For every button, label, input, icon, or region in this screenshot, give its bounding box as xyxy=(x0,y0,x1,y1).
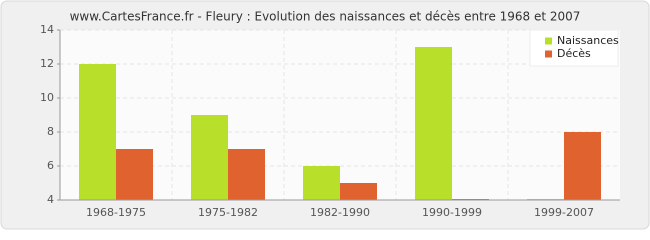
chart-title: www.CartesFrance.fr - Fleury : Evolution… xyxy=(70,10,581,24)
y-tick-label: 10 xyxy=(40,91,54,104)
x-tick-label: 1975-1982 xyxy=(198,206,258,219)
y-tick-label: 14 xyxy=(40,23,54,36)
bar xyxy=(79,64,116,200)
bar xyxy=(191,115,228,200)
y-tick-label: 6 xyxy=(47,159,54,172)
y-tick-label: 8 xyxy=(47,125,54,138)
bar xyxy=(116,149,153,200)
legend-swatch xyxy=(545,50,552,58)
bar xyxy=(303,166,340,200)
plot xyxy=(60,29,620,201)
x-tick-label: 1990-1999 xyxy=(422,206,482,219)
bar xyxy=(564,132,601,200)
legend-box xyxy=(529,29,619,67)
bar xyxy=(340,183,377,200)
bar xyxy=(415,47,452,200)
y-tick-label: 4 xyxy=(47,193,54,206)
bar xyxy=(228,149,265,200)
legend-label: Naissances xyxy=(557,34,619,47)
x-tick-label: 1982-1990 xyxy=(310,206,370,219)
chart: www.CartesFrance.fr - Fleury : Evolution… xyxy=(0,0,650,230)
legend-label: Décès xyxy=(557,47,591,60)
y-tick-label: 12 xyxy=(40,57,54,70)
x-tick-label: 1968-1975 xyxy=(86,206,146,219)
legend-swatch xyxy=(545,37,552,45)
x-tick-label: 1999-2007 xyxy=(534,206,594,219)
